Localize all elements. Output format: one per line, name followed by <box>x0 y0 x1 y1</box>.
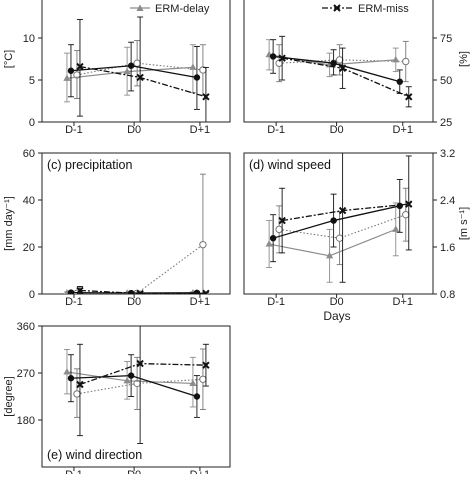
panel-a: 0 5 10 [°C] D-1 D0 D+1 <box>3 0 230 136</box>
series-line-hit-e <box>71 376 197 397</box>
panels: 0 5 10 [°C] D-1 D0 D+1 25 50 75 [%] D-1 D0 D+1 0 20 40 60… <box>3 0 470 474</box>
y-tick-label-c-2: 40 <box>23 195 35 207</box>
point-hit-c-0 <box>68 289 74 295</box>
point-hit-d-2 <box>397 203 403 209</box>
x-tick-label-a-0: D-1 <box>65 124 83 136</box>
point-clim-b-2 <box>403 58 409 64</box>
y-tick-label-e-1: 270 <box>17 368 35 380</box>
series-group-b <box>266 36 412 107</box>
y-tick-label-e-2: 360 <box>17 321 35 333</box>
y-axis-label-c: [mm day⁻¹] <box>3 196 15 251</box>
point-hit-a-0 <box>68 68 74 74</box>
point-clim-e-2 <box>200 376 206 382</box>
point-hit-d-1 <box>330 217 336 223</box>
point-delay-a-2 <box>189 63 196 70</box>
y-tick-label-d-1: 1.6 <box>440 242 455 254</box>
x-tick-label-e-1: D0 <box>127 469 141 474</box>
y-axis-label-b: [%] <box>458 51 470 67</box>
point-delay-d-2 <box>392 225 399 232</box>
y-tick-label-b-2: 75 <box>440 33 452 45</box>
y-tick-label-d-0: 0.8 <box>440 289 455 301</box>
point-hit-b-0 <box>270 53 276 59</box>
x-tick-label-c-2: D+1 <box>190 296 211 308</box>
legend-miss-label: ERM-miss <box>358 3 409 15</box>
x-axis-label-days: Days <box>323 309 350 323</box>
point-hit-b-1 <box>330 60 336 66</box>
y-axis-label-d: [m s⁻¹] <box>458 207 470 240</box>
x-tick-label-e-2: D+1 <box>190 469 211 474</box>
x-tick-label-e-0: D-1 <box>65 469 83 474</box>
panel-c: 0 20 40 60 [mm day⁻¹] D-1 D0 D+1 (c) precipitati… <box>3 148 230 308</box>
y-tick-label-e-0: 180 <box>17 415 35 427</box>
legend: ERM-delay ERM-miss <box>130 3 409 15</box>
legend-entry-delay: ERM-delay <box>130 3 210 15</box>
point-clim-d-2 <box>403 211 409 217</box>
panel-b: 25 50 75 [%] D-1 D0 D+1 <box>244 0 470 136</box>
y-tick-label-b-0: 25 <box>440 117 452 129</box>
panel-frame-e <box>42 326 230 467</box>
legend-delay-label: ERM-delay <box>155 3 210 15</box>
panel-frame-d <box>244 153 433 294</box>
x-tick-label-c-0: D-1 <box>65 296 83 308</box>
panel-e: 180 270 360 [degree] D-1 D0 D+1 (e) wind direct… <box>3 284 230 474</box>
point-hit-e-2 <box>194 393 200 399</box>
panel-title-c: (c) precipitation <box>47 158 132 172</box>
y-tick-label-d-3: 3.2 <box>440 148 455 160</box>
point-clim-e-0 <box>74 391 80 397</box>
series-group-e <box>63 284 209 443</box>
x-tick-label-b-0: D-1 <box>267 124 285 136</box>
x-tick-label-b-2: D+1 <box>393 124 414 136</box>
point-hit-e-0 <box>68 375 74 381</box>
y-tick-label-d-2: 2.4 <box>440 195 455 207</box>
series-group-c <box>63 174 209 296</box>
point-delay-d-0 <box>266 240 273 247</box>
point-clim-d-0 <box>276 226 282 232</box>
point-hit-d-0 <box>270 235 276 241</box>
point-delay-b-2 <box>392 56 399 63</box>
y-axis-label-e: [degree] <box>3 376 15 416</box>
point-clim-c-2 <box>200 241 206 247</box>
panel-d: 0.8 1.6 2.4 3.2 [m s⁻¹] D-1 D0 D+1 (d) wind spee… <box>244 138 470 308</box>
point-delay-e-0 <box>63 368 70 375</box>
series-line-clim-c <box>77 245 203 294</box>
x-tick-label-c-1: D0 <box>127 296 141 308</box>
x-tick-label-a-1: D0 <box>127 124 141 136</box>
y-tick-label-a-1: 5 <box>29 75 35 87</box>
point-clim-b-1 <box>336 57 342 63</box>
y-tick-label-a-0: 0 <box>29 117 35 129</box>
point-hit-b-2 <box>397 78 403 84</box>
legend-entry-miss: ERM-miss <box>322 3 409 15</box>
panel-title-e: (e) wind direction <box>47 448 142 462</box>
x-tick-label-d-0: D-1 <box>267 296 285 308</box>
x-tick-label-d-1: D0 <box>330 296 344 308</box>
point-delay-e-2 <box>189 379 196 386</box>
x-tick-label-a-2: D+1 <box>190 124 211 136</box>
y-tick-label-c-1: 20 <box>23 242 35 254</box>
series-group-a <box>63 17 209 132</box>
x-tick-label-b-1: D0 <box>330 124 344 136</box>
x-tick-label-d-2: D+1 <box>393 296 414 308</box>
y-tick-label-c-3: 60 <box>23 148 35 160</box>
panel-title-d: (d) wind speed <box>249 158 331 172</box>
point-hit-a-2 <box>194 74 200 80</box>
y-tick-label-b-1: 50 <box>440 75 452 87</box>
y-tick-label-c-0: 0 <box>29 289 35 301</box>
y-axis-label-a: [°C] <box>3 50 15 68</box>
y-tick-label-a-2: 10 <box>23 33 35 45</box>
point-hit-a-1 <box>128 63 134 69</box>
point-clim-a-1 <box>134 60 140 66</box>
point-hit-e-1 <box>128 372 134 378</box>
point-clim-d-1 <box>336 235 342 241</box>
